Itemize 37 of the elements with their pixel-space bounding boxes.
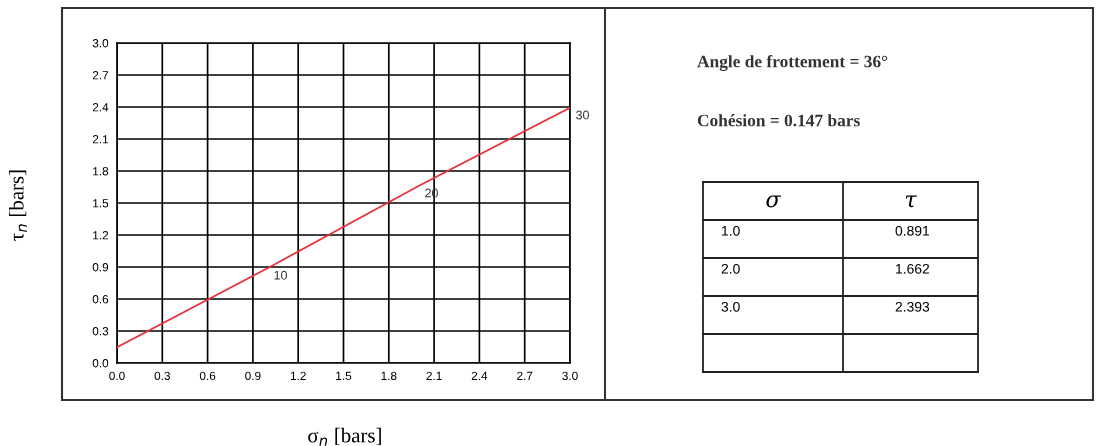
x-tick-label: 0.9 (245, 371, 261, 380)
y-axis-title: τ$_{n}$ [bars] (8, 170, 27, 241)
text: Angle de frottement = 36° (697, 54, 888, 72)
y-tick-label: 3.0 (92, 39, 109, 48)
x-tick-label: 2.1 (426, 371, 442, 380)
x-tick-label: 2.4 (471, 371, 488, 380)
text: 2.393 (895, 301, 930, 312)
x-tick-label: 0.3 (154, 371, 170, 380)
text: 2.0 (721, 263, 740, 274)
x-axis-title: σ$_{n}$ [bars] (308, 427, 381, 446)
x-tick-label: 1.8 (381, 371, 397, 380)
text: 0.891 (895, 225, 930, 236)
text: Cohésion = 0.147 bars (697, 114, 860, 127)
text: 1.662 (896, 263, 930, 274)
y-tick-label: 2.1 (92, 135, 109, 144)
x-tick-label: 1.5 (336, 371, 352, 380)
annotation: 10 (274, 270, 287, 280)
y-tick-label: 2.7 (92, 71, 109, 80)
y-tick-label: 0.9 (92, 263, 109, 272)
x-tick-label: 1.2 (290, 371, 306, 380)
y-tick-label: 0.0 (92, 359, 109, 368)
annotation: 30 (576, 110, 589, 120)
text: 1.0 (722, 225, 740, 236)
x-tick-label: 0.0 (109, 371, 125, 380)
x-tick-label: 2.7 (517, 371, 533, 380)
x-tick-label: 3.0 (562, 371, 578, 380)
line-series (117, 106, 570, 349)
y-tick-label: 1.8 (93, 167, 109, 176)
y-tick-label: 2.4 (92, 103, 109, 112)
y-tick-label: 0.3 (92, 327, 109, 336)
y-tick-label: 1.2 (93, 231, 109, 240)
y-tick-label: 0.6 (92, 295, 109, 304)
x-tick-label: 0.6 (199, 371, 216, 380)
text: 3.0 (721, 301, 740, 312)
text: σ (766, 195, 782, 208)
text: τ (905, 195, 917, 208)
y-tick-label: 1.5 (93, 199, 109, 208)
